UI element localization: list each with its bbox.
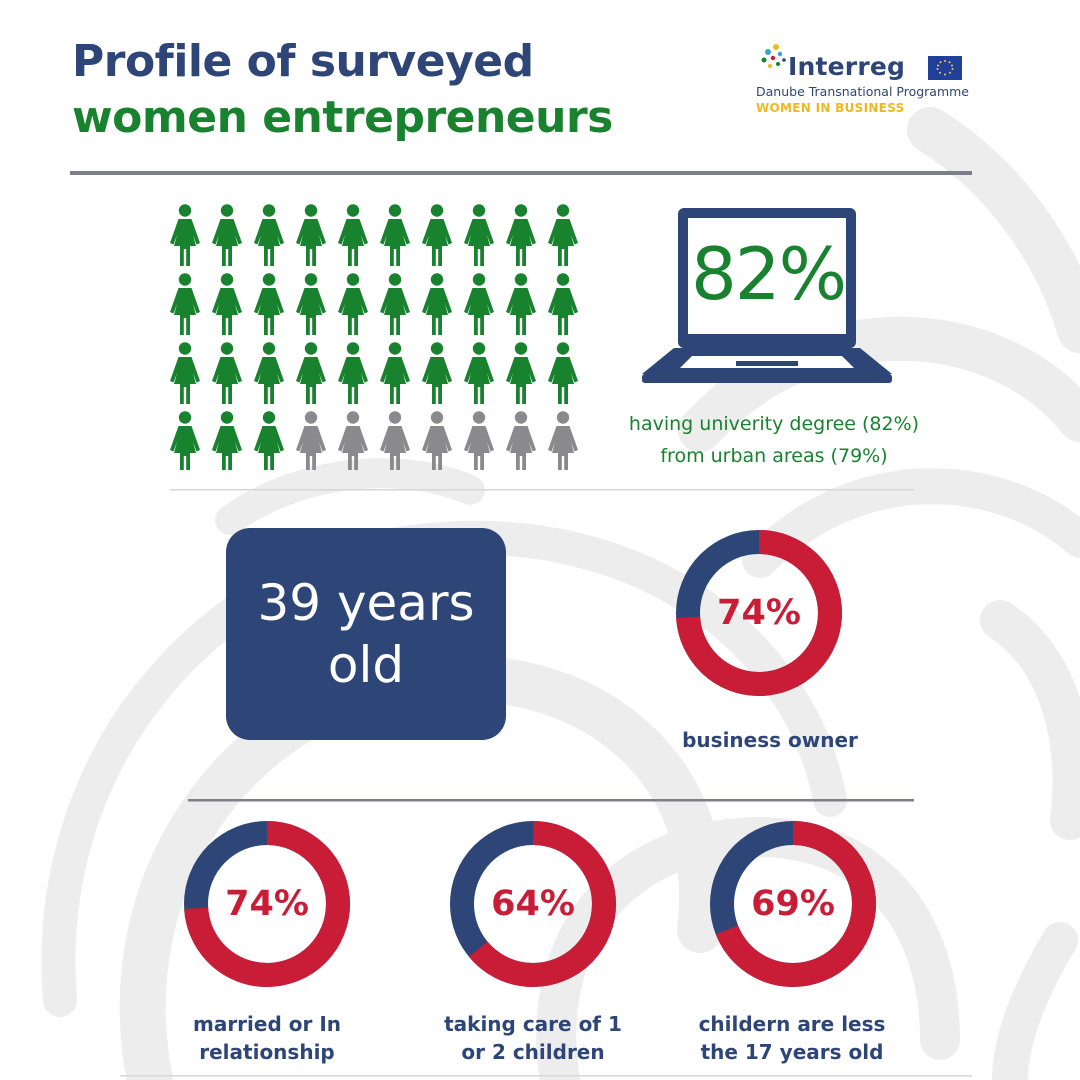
woman-icon [422, 204, 452, 266]
donut-ring [710, 821, 876, 987]
donut-ring [184, 821, 350, 987]
donut-value-segment [450, 821, 616, 987]
caption-university: having univerity degree (82%) [628, 413, 920, 435]
woman-icon [296, 273, 326, 335]
laptop-percentage: 82% [690, 232, 847, 316]
woman-icon [254, 342, 284, 404]
woman-icon [170, 273, 200, 335]
caption-line: business owner [682, 728, 858, 752]
average-age-box: 39 years old [226, 528, 506, 740]
donut-caption-children-age: childern are less the 17 years old [660, 1010, 924, 1066]
woman-icon [170, 342, 200, 404]
donut-caption-relationship: married or In relationship [142, 1010, 392, 1066]
donut-business-owner: 74% [675, 529, 843, 697]
woman-icon [254, 273, 284, 335]
woman-icon [506, 204, 536, 266]
eu-flag-icon [928, 56, 962, 80]
caption-line: relationship [199, 1040, 335, 1064]
woman-icon [212, 273, 242, 335]
woman-icon [254, 204, 284, 266]
donut-percent-label: 74% [225, 884, 309, 924]
donut-ring [676, 530, 842, 696]
woman-icon [506, 342, 536, 404]
woman-icon [170, 204, 200, 266]
donut-caption-business-owner: business owner [620, 726, 920, 754]
woman-icon [506, 411, 536, 470]
woman-icon [422, 411, 452, 470]
caption-line: the 17 years old [700, 1040, 884, 1064]
logo-project: WOMEN IN BUSINESS [756, 101, 905, 115]
woman-icon [254, 411, 284, 470]
donut-children-care: 64% [449, 820, 617, 988]
donut-ring [450, 821, 616, 987]
age-line-1: 39 years [257, 574, 475, 632]
donut-relationship: 74% [183, 820, 351, 988]
title-line-2: women entrepreneurs [72, 92, 613, 143]
section-divider-2 [188, 799, 914, 802]
caption-line: taking care of 1 [444, 1012, 622, 1036]
donut-percent-label: 64% [491, 884, 575, 924]
donut-value-segment [184, 821, 350, 987]
woman-icon [338, 204, 368, 266]
section-divider-1 [170, 489, 914, 491]
woman-icon [170, 411, 200, 470]
page-title: Profile of surveyed women entrepreneurs [72, 34, 613, 146]
woman-icon [380, 342, 410, 404]
woman-icon [548, 411, 578, 470]
donut-percent-label: 69% [751, 884, 835, 924]
woman-icon [338, 411, 368, 470]
woman-icon [464, 204, 494, 266]
woman-icon [548, 273, 578, 335]
woman-icon [212, 204, 242, 266]
woman-icon [464, 273, 494, 335]
donut-children-age: 69% [709, 820, 877, 988]
woman-icon [338, 273, 368, 335]
caption-line: or 2 children [461, 1040, 605, 1064]
age-line-2: old [327, 636, 405, 694]
woman-icon [212, 411, 242, 470]
donut-caption-children-care: taking care of 1 or 2 children [408, 1010, 658, 1066]
woman-icon [338, 342, 368, 404]
woman-icon [296, 342, 326, 404]
interreg-logo: Interreg Danube Transnational Programme … [756, 38, 976, 118]
donut-value-segment [676, 530, 842, 696]
woman-icon [296, 411, 326, 470]
logo-programme: Danube Transnational Programme [756, 84, 970, 99]
woman-icon [380, 204, 410, 266]
caption-line: childern are less [698, 1012, 886, 1036]
interreg-swirl-icon [761, 44, 786, 68]
woman-icon [464, 342, 494, 404]
woman-icon [422, 342, 452, 404]
footer-divider [120, 1075, 972, 1077]
woman-icon [506, 273, 536, 335]
caption-line: married or In [192, 1012, 341, 1036]
donut-percent-label: 74% [717, 593, 801, 633]
woman-icon [464, 411, 494, 470]
header-divider [70, 171, 972, 175]
laptop-caption: having univerity degree (82%) from urban… [600, 408, 948, 472]
woman-icon [380, 411, 410, 470]
woman-icon [422, 273, 452, 335]
title-line-1: Profile of surveyed [72, 36, 534, 87]
woman-icon [548, 204, 578, 266]
donut-value-segment [710, 821, 876, 987]
caption-urban: from urban areas (79%) [660, 445, 888, 467]
woman-icon [296, 204, 326, 266]
logo-brand: Interreg [788, 52, 906, 81]
woman-icon [548, 342, 578, 404]
pictogram-grid [170, 204, 578, 470]
laptop-icon [642, 208, 892, 383]
woman-icon [380, 273, 410, 335]
woman-icon [212, 342, 242, 404]
